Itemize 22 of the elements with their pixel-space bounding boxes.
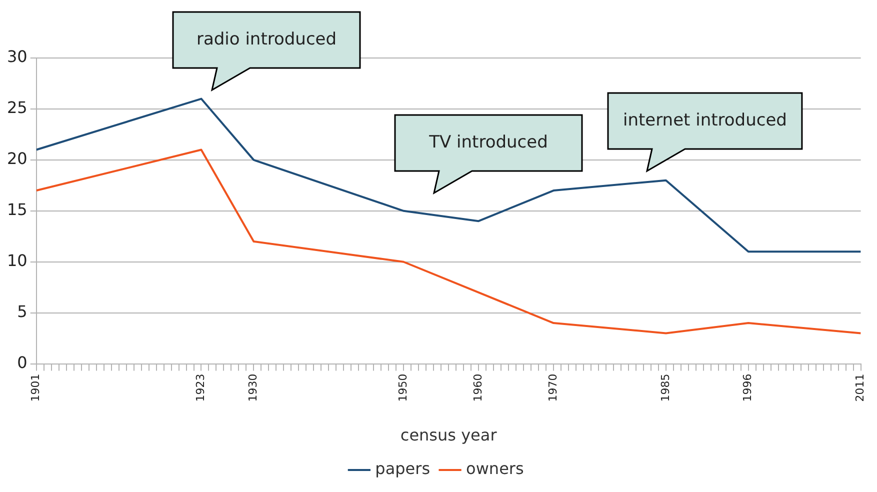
x-tick-label: 1923 xyxy=(194,374,208,402)
y-tick-label: 30 xyxy=(7,47,28,66)
y-tick-label: 0 xyxy=(17,352,28,372)
x-tick-label: 1996 xyxy=(741,374,754,402)
x-tick-label: 2011 xyxy=(854,374,867,402)
x-tick-label: 1970 xyxy=(546,374,560,402)
legend-label: owners xyxy=(466,459,524,478)
y-tick-label: 20 xyxy=(7,149,28,168)
x-tick-label: 1930 xyxy=(246,374,260,402)
legend-label: papers xyxy=(375,459,430,478)
y-tick-label: 5 xyxy=(17,302,28,321)
x-axis-title: census year xyxy=(400,426,498,445)
y-tick-label: 10 xyxy=(7,251,28,270)
y-tick-label: 25 xyxy=(7,98,28,118)
annotation: TV introduced xyxy=(428,132,548,152)
x-tick-label: 1901 xyxy=(29,374,42,402)
text: radio introduced xyxy=(196,29,337,50)
annotation: internet introduced xyxy=(622,110,787,130)
x-tick-label: 1985 xyxy=(658,374,672,402)
y-tick-label: 15 xyxy=(7,200,28,220)
x-tick-label: 1950 xyxy=(396,374,410,402)
x-tick-label: 1960 xyxy=(471,374,484,402)
